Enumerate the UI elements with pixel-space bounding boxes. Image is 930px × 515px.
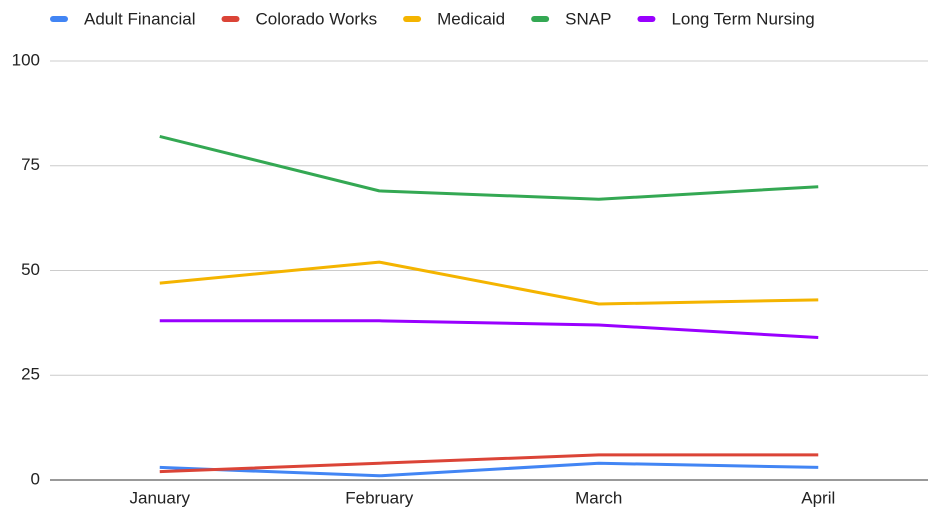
x-tick-label: March <box>575 488 622 507</box>
x-tick-label: April <box>801 488 835 507</box>
y-tick-label: 50 <box>21 260 40 279</box>
series-line <box>159 461 819 478</box>
legend-label: Medicaid <box>437 9 505 28</box>
x-tick-label: January <box>130 488 191 507</box>
legend-swatch <box>50 16 68 22</box>
legend-swatch <box>531 16 550 22</box>
y-tick-label: 0 <box>31 469 40 488</box>
series-line <box>159 453 819 474</box>
series-line <box>159 134 819 201</box>
legend-swatch <box>637 16 656 22</box>
y-tick-label: 100 <box>12 50 40 69</box>
legend-swatch <box>221 16 240 22</box>
legend-swatch <box>403 16 422 22</box>
series-line <box>159 260 819 306</box>
y-tick-label: 25 <box>21 365 40 384</box>
legend-label: SNAP <box>565 9 611 28</box>
legend-label: Long Term Nursing <box>671 9 814 28</box>
x-tick-label: February <box>345 488 414 507</box>
legend-label: Adult Financial <box>84 9 196 28</box>
y-tick-label: 75 <box>21 155 40 174</box>
series-line <box>159 319 819 340</box>
legend-label: Colorado Works <box>256 9 378 28</box>
